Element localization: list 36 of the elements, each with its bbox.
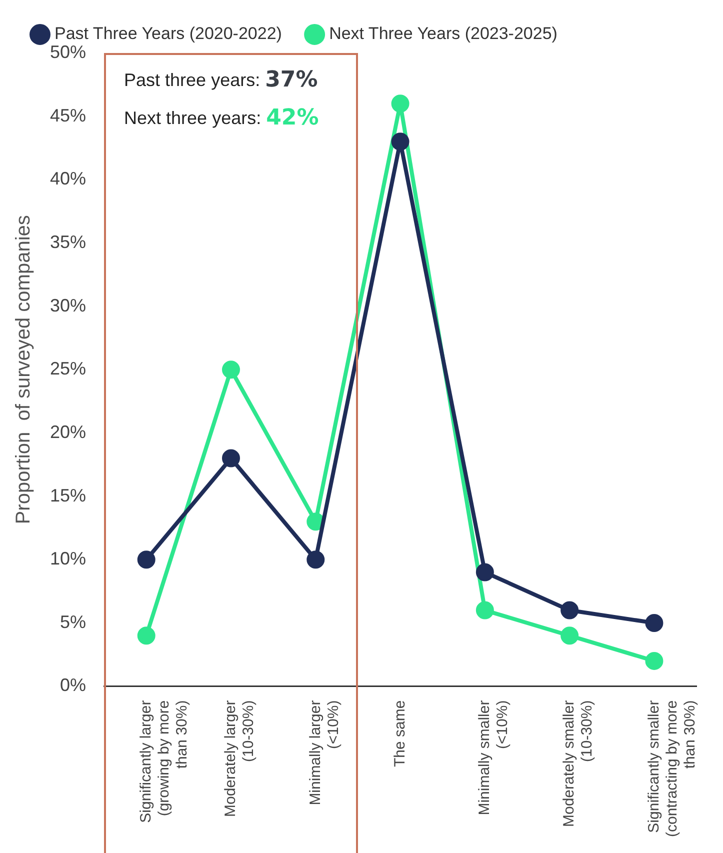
x-tick-label: Significantly larger (growing by more than 30%) (137, 700, 190, 823)
point (222, 449, 240, 468)
y-tick-label: 45% (50, 105, 86, 126)
point (645, 614, 664, 632)
legend-label: Past Three Years (2020-2022) (54, 24, 282, 44)
point (560, 626, 579, 645)
point (645, 652, 664, 670)
y-tick-label: 5% (60, 612, 86, 632)
point (476, 563, 494, 582)
x-tick-label: Minimally smaller (<10%) (476, 700, 512, 816)
y-tick-label: 25% (50, 358, 86, 379)
point (391, 94, 410, 113)
point (137, 550, 156, 569)
x-tick-label: Moderately larger (10-30%) (222, 700, 258, 817)
point (306, 550, 325, 569)
y-tick-label: 0% (60, 675, 86, 696)
y-tick-label: 10% (50, 548, 86, 569)
x-tick-label: Significantly smaller (contracting by more than 30%) (645, 700, 698, 838)
annotation: Past three years: 37% (124, 68, 318, 93)
y-tick-label: 20% (50, 422, 86, 442)
y-tick-label: 30% (50, 295, 86, 316)
annotation: Next three years: 42% (124, 106, 319, 131)
point (222, 360, 240, 379)
y-tick-label: 35% (50, 232, 86, 252)
y-tick-label: 40% (50, 168, 86, 189)
y-tick-label: 15% (50, 485, 86, 506)
legend-label: Next Three Years (2023-2025) (329, 24, 558, 44)
x-tick-label: Moderately smaller (10-30%) (560, 700, 596, 827)
point (391, 132, 410, 151)
y-tick-label: 50% (50, 42, 86, 62)
point (560, 601, 579, 620)
point (476, 601, 494, 620)
x-tick-label: The same (391, 700, 408, 767)
x-tick-label: Minimally larger (<10%) (306, 700, 342, 806)
y-axis-title: Proportion of surveyed companies (12, 215, 35, 524)
point (137, 626, 156, 645)
